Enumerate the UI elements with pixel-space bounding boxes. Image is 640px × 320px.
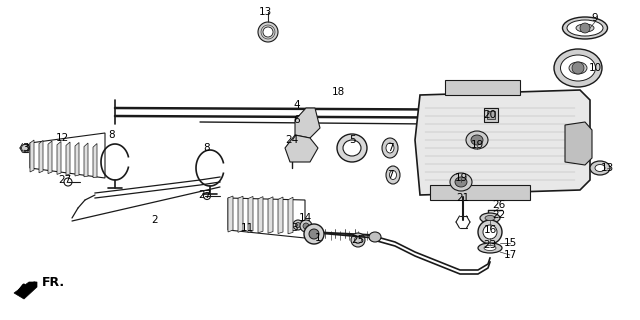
Text: 27: 27 (58, 175, 72, 185)
Text: 15: 15 (504, 238, 516, 248)
Text: 27: 27 (198, 190, 212, 200)
Ellipse shape (595, 164, 605, 172)
Polygon shape (565, 122, 592, 165)
Ellipse shape (576, 24, 594, 32)
Text: 18: 18 (332, 87, 344, 97)
Polygon shape (66, 142, 70, 175)
Circle shape (293, 220, 303, 230)
Text: 2: 2 (152, 215, 158, 225)
Text: 7: 7 (387, 143, 394, 153)
Text: 7: 7 (387, 170, 394, 180)
Text: 6: 6 (294, 115, 300, 125)
Circle shape (22, 145, 29, 151)
Ellipse shape (590, 161, 610, 175)
Polygon shape (14, 282, 37, 299)
Text: 19: 19 (454, 173, 468, 183)
Text: 12: 12 (56, 133, 68, 143)
Ellipse shape (382, 138, 398, 158)
Polygon shape (295, 108, 320, 138)
Text: 9: 9 (592, 13, 598, 23)
Ellipse shape (563, 17, 607, 39)
Text: 5: 5 (349, 135, 355, 145)
Ellipse shape (466, 131, 488, 149)
Circle shape (309, 229, 319, 239)
Text: 24: 24 (285, 135, 299, 145)
Text: 26: 26 (492, 200, 506, 210)
Polygon shape (75, 142, 79, 176)
Text: 1: 1 (315, 233, 321, 243)
Circle shape (258, 22, 278, 42)
Ellipse shape (561, 55, 595, 81)
Text: 13: 13 (259, 7, 271, 17)
Text: FR.: FR. (42, 276, 65, 289)
Circle shape (303, 223, 309, 229)
Text: 20: 20 (483, 110, 497, 120)
Text: 8: 8 (109, 130, 115, 140)
Polygon shape (30, 140, 34, 172)
Circle shape (263, 27, 273, 37)
Ellipse shape (455, 177, 467, 187)
Ellipse shape (567, 20, 603, 36)
Ellipse shape (390, 171, 397, 180)
Bar (487, 111, 495, 119)
Circle shape (304, 224, 324, 244)
Polygon shape (57, 141, 61, 174)
Ellipse shape (569, 62, 587, 74)
Ellipse shape (471, 135, 483, 145)
Polygon shape (258, 196, 263, 233)
Ellipse shape (480, 213, 500, 223)
Ellipse shape (484, 245, 496, 251)
Polygon shape (445, 80, 520, 95)
Text: 17: 17 (504, 250, 516, 260)
Text: 21: 21 (456, 193, 470, 203)
Text: 25: 25 (351, 235, 365, 245)
Text: 4: 4 (294, 100, 300, 110)
Text: 3: 3 (291, 223, 298, 233)
Text: 19: 19 (470, 140, 484, 150)
Ellipse shape (386, 143, 394, 153)
Text: 8: 8 (204, 143, 211, 153)
Polygon shape (430, 185, 530, 200)
Polygon shape (48, 141, 52, 173)
Text: 14: 14 (298, 213, 312, 223)
Ellipse shape (386, 166, 400, 184)
Polygon shape (288, 197, 293, 234)
Ellipse shape (485, 215, 495, 220)
Text: 11: 11 (241, 223, 253, 233)
Circle shape (296, 222, 301, 228)
Text: 16: 16 (483, 225, 497, 235)
Circle shape (351, 233, 365, 247)
Polygon shape (238, 196, 243, 232)
Ellipse shape (343, 140, 361, 156)
Polygon shape (278, 197, 283, 234)
Polygon shape (84, 143, 88, 177)
Text: 10: 10 (588, 63, 602, 73)
Polygon shape (415, 90, 590, 195)
Polygon shape (39, 140, 43, 173)
Polygon shape (268, 197, 273, 233)
Circle shape (300, 220, 312, 232)
Ellipse shape (450, 173, 472, 191)
Ellipse shape (369, 232, 381, 242)
Polygon shape (228, 198, 305, 238)
Circle shape (572, 62, 584, 74)
Polygon shape (248, 196, 253, 233)
Ellipse shape (554, 49, 602, 87)
Text: 3: 3 (22, 143, 28, 153)
Ellipse shape (478, 243, 502, 253)
Bar (484, 108, 498, 122)
Circle shape (580, 23, 590, 33)
Text: 22: 22 (492, 210, 506, 220)
Text: 13: 13 (600, 163, 614, 173)
Text: 23: 23 (483, 240, 497, 250)
Ellipse shape (337, 134, 367, 162)
Polygon shape (285, 135, 318, 162)
Circle shape (478, 220, 502, 244)
Polygon shape (93, 143, 97, 178)
Polygon shape (228, 196, 233, 232)
Polygon shape (30, 133, 105, 178)
Circle shape (483, 225, 497, 239)
